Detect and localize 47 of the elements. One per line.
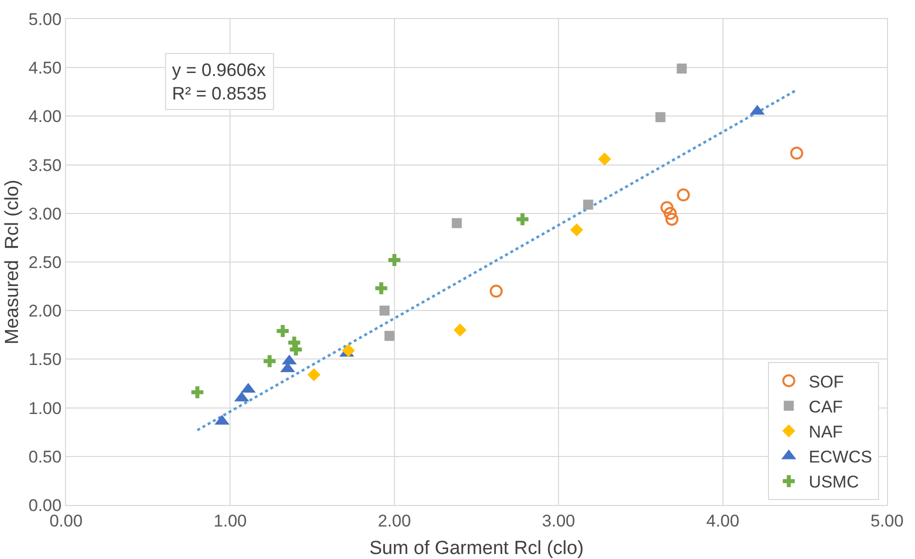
- point: [380, 306, 390, 316]
- x-tick-label: 2.00: [378, 511, 411, 530]
- point: [452, 218, 462, 228]
- point: [384, 330, 394, 341]
- legend-label: CAF: [808, 397, 843, 416]
- x-tick-label: 3.00: [542, 511, 576, 530]
- y-tick-label: 0.50: [28, 447, 62, 466]
- point: [655, 112, 666, 122]
- x-axis-title: Sum of Garment Rcl (clo): [369, 538, 584, 559]
- y-tick-label: 3.00: [28, 204, 62, 224]
- y-tick-label: 4.50: [28, 58, 62, 78]
- y-tick-label: 4.00: [28, 107, 62, 126]
- point: [583, 200, 594, 210]
- legend-label: ECWCS: [808, 448, 872, 467]
- point: [307, 368, 320, 382]
- point: [660, 201, 674, 214]
- y-tick-label: 1.50: [28, 350, 62, 370]
- point: [676, 64, 687, 74]
- point: [665, 212, 678, 226]
- point: [342, 344, 355, 357]
- point: [598, 152, 612, 166]
- point: [676, 188, 690, 202]
- point: [276, 325, 289, 338]
- y-tick-label: 2.50: [28, 252, 62, 272]
- y-tick-label: 3.50: [28, 156, 62, 175]
- point: [375, 282, 388, 294]
- point: [664, 206, 677, 220]
- y-tick-label: 1.00: [28, 398, 62, 418]
- y-axis-title: Measured Rcl (clo): [2, 180, 23, 344]
- point: [570, 223, 584, 236]
- y-tick-label: 5.00: [28, 10, 62, 29]
- point: [490, 284, 503, 298]
- point: [290, 343, 302, 356]
- point: [264, 355, 276, 368]
- legend-label: USMC: [808, 472, 859, 492]
- point: [388, 254, 400, 266]
- annotation: y = 0.9606x R² = 0.8535: [172, 60, 267, 104]
- point: [516, 213, 528, 226]
- x-tick-label: 1.00: [214, 511, 247, 530]
- x-tick-label: 4.00: [706, 511, 740, 530]
- point: [191, 386, 204, 398]
- x-tick-label: 5.00: [870, 511, 904, 530]
- point: [454, 324, 467, 337]
- legend-label: SOF: [808, 372, 844, 392]
- point: [790, 146, 804, 160]
- legend-label: NAF: [808, 422, 843, 442]
- y-tick-label: 2.00: [28, 302, 62, 321]
